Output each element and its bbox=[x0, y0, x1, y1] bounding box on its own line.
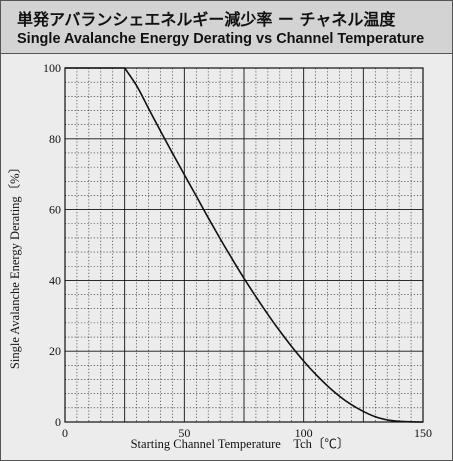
x-tick-label: 100 bbox=[295, 426, 313, 440]
x-axis-label: Starting Channel Temperature Tch〔℃〕 bbox=[131, 437, 350, 451]
chart-title-jp: 単発アバランシェエネルギー減少率 ー チャネル温度 bbox=[17, 10, 396, 29]
y-tick-label: 40 bbox=[49, 273, 61, 287]
derating-curve bbox=[65, 67, 424, 423]
x-tick-labels: 0 50 100 150 bbox=[62, 426, 432, 440]
major-grid bbox=[65, 68, 423, 422]
y-tick-label: 80 bbox=[49, 132, 61, 146]
y-axis-label: Single Avalanche Energy Derating〔%〕 bbox=[8, 161, 22, 369]
chart-title-en: Single Avalanche Energy Derating vs Chan… bbox=[17, 31, 425, 47]
y-tick-label: 20 bbox=[49, 344, 61, 358]
x-tick-label: 150 bbox=[414, 426, 432, 440]
y-tick-label: 0 bbox=[55, 415, 61, 429]
x-tick-label: 0 bbox=[62, 426, 68, 440]
chart-header: 単発アバランシェエネルギー減少率 ー チャネル温度 Single Avalanc… bbox=[1, 1, 452, 54]
y-tick-label: 100 bbox=[43, 61, 61, 75]
plot-area bbox=[64, 67, 424, 423]
plot-background bbox=[1, 54, 452, 460]
y-tick-label: 60 bbox=[49, 203, 61, 217]
x-tick-label: 50 bbox=[178, 426, 190, 440]
y-tick-labels: 0 20 40 60 80 100 bbox=[43, 61, 61, 429]
